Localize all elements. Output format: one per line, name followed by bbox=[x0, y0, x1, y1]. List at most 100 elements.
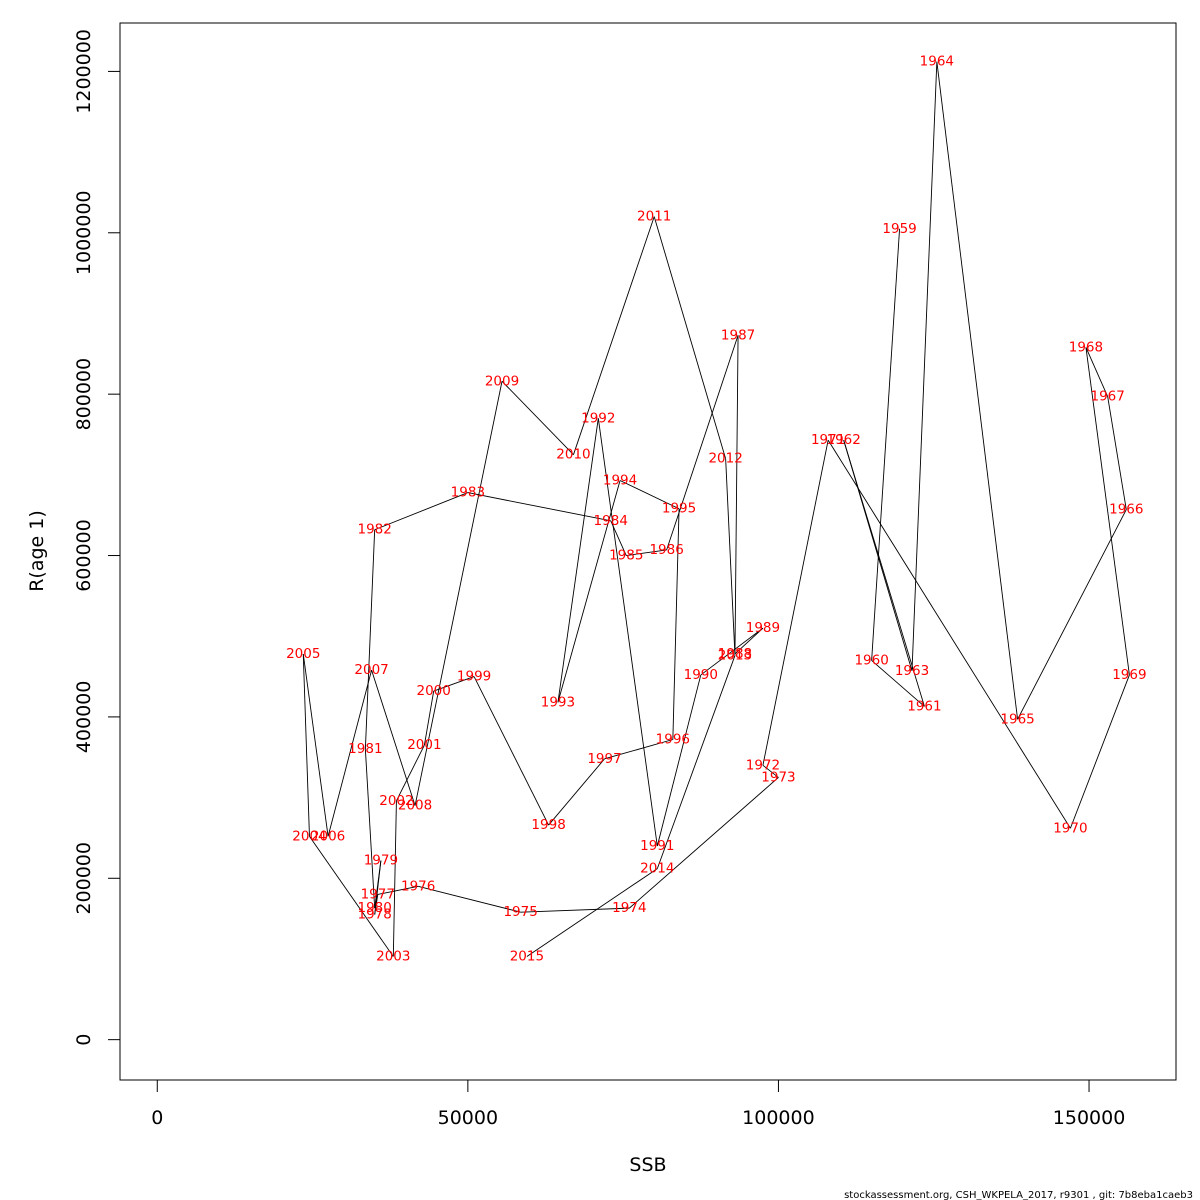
series-segment bbox=[762, 764, 779, 778]
series-segment bbox=[327, 669, 373, 837]
point-label: 2015 bbox=[510, 949, 544, 965]
series-segment bbox=[573, 216, 655, 455]
series-segment bbox=[302, 653, 329, 837]
series-segment bbox=[629, 777, 779, 909]
point-label: 1997 bbox=[587, 751, 621, 767]
point-label: 1962 bbox=[826, 432, 860, 448]
point-label: 2010 bbox=[556, 447, 590, 463]
point-label: 1960 bbox=[854, 652, 888, 668]
point-label: 1963 bbox=[895, 663, 929, 679]
series-segment bbox=[762, 440, 829, 766]
point-label: 1998 bbox=[531, 817, 565, 833]
plot-frame bbox=[119, 22, 1177, 1081]
series-segment bbox=[827, 439, 1071, 829]
series-segment bbox=[1017, 509, 1127, 720]
point-label: 2001 bbox=[407, 737, 441, 753]
series-segment bbox=[626, 549, 667, 556]
point-label: 1989 bbox=[746, 620, 780, 636]
point-label: 1978 bbox=[358, 907, 392, 923]
point-label: 1979 bbox=[364, 853, 398, 869]
series-segment bbox=[473, 676, 550, 826]
point-label: 1999 bbox=[457, 669, 491, 685]
series-segment bbox=[734, 335, 739, 654]
series-segment bbox=[1107, 396, 1127, 510]
y-tick-label: 0 bbox=[73, 1034, 95, 1046]
series-path bbox=[302, 61, 1130, 957]
point-label: 1977 bbox=[361, 886, 395, 902]
point-label: 2004 bbox=[292, 828, 326, 844]
point-label: 1961 bbox=[907, 698, 941, 714]
point-label: 1995 bbox=[662, 501, 696, 517]
y-tick-label: 1000000 bbox=[73, 190, 95, 275]
x-tick-label: 150000 bbox=[1053, 1107, 1126, 1129]
series-segment bbox=[526, 868, 658, 957]
series-segment bbox=[396, 744, 425, 802]
series-segment bbox=[520, 907, 630, 913]
point-label: 1970 bbox=[1053, 820, 1087, 836]
point-label: 1987 bbox=[721, 327, 755, 343]
point-label: 1969 bbox=[1112, 667, 1146, 683]
point-label: 1980 bbox=[358, 900, 392, 916]
series-segment bbox=[374, 492, 469, 531]
series-segment bbox=[302, 653, 310, 837]
series-segment bbox=[725, 458, 736, 656]
point-label: 2005 bbox=[286, 646, 320, 662]
point-labels: 1959 1960 1961 1962 1963 1964 1965 1966 1967 1968… bbox=[286, 54, 1147, 965]
point-label: 1968 bbox=[1069, 339, 1103, 355]
point-label: 2007 bbox=[354, 662, 388, 678]
point-label: 2013 bbox=[718, 648, 752, 664]
point-label: 1991 bbox=[640, 838, 674, 854]
series-segment bbox=[843, 440, 913, 672]
series-segment bbox=[734, 627, 764, 655]
series-segment bbox=[501, 380, 574, 455]
point-label: 1965 bbox=[1000, 711, 1034, 727]
point-label: 1993 bbox=[541, 694, 575, 710]
series-segment bbox=[871, 660, 925, 707]
point-label: 1964 bbox=[920, 54, 954, 70]
point-label: 2002 bbox=[379, 793, 413, 809]
series-segment bbox=[467, 492, 611, 522]
point-label: 1972 bbox=[746, 757, 780, 773]
series-segment bbox=[377, 885, 419, 895]
y-tick-label: 200000 bbox=[73, 842, 95, 915]
series-segment bbox=[597, 418, 658, 847]
point-label: 2008 bbox=[398, 798, 432, 814]
point-label: 1966 bbox=[1109, 502, 1143, 518]
point-label: 1971 bbox=[811, 432, 845, 448]
x-axis-label: SSB bbox=[629, 1154, 666, 1176]
point-label: 1985 bbox=[609, 548, 643, 564]
series-segment bbox=[309, 836, 394, 957]
point-label: 1982 bbox=[358, 522, 392, 538]
series-segment bbox=[700, 627, 764, 676]
series-segment bbox=[371, 669, 416, 806]
point-label: 2009 bbox=[485, 373, 519, 389]
point-label: 1996 bbox=[656, 732, 690, 748]
series-segment bbox=[548, 758, 605, 826]
y-axis-label: R(age 1) bbox=[26, 510, 48, 592]
series-segment bbox=[364, 529, 376, 750]
point-label: 1986 bbox=[649, 542, 683, 558]
series-segment bbox=[364, 749, 376, 909]
point-label: 1967 bbox=[1090, 389, 1124, 405]
series-segment bbox=[423, 691, 435, 746]
series-segment bbox=[414, 381, 503, 806]
point-label: 1974 bbox=[612, 900, 646, 916]
point-label: 2014 bbox=[640, 861, 674, 877]
series-segment bbox=[433, 676, 475, 692]
point-label: 1959 bbox=[882, 221, 916, 237]
x-axis: 0 50000 100000 150000 bbox=[151, 1079, 1126, 1129]
series-segment bbox=[1085, 347, 1130, 676]
point-label: 2003 bbox=[376, 949, 410, 965]
series-segment bbox=[1085, 347, 1109, 397]
point-label: 1990 bbox=[684, 667, 718, 683]
series-segment bbox=[557, 480, 621, 703]
point-label: 1983 bbox=[451, 485, 485, 501]
footer-text: stockassessment.org, CSH_WKPELA_2017, r9… bbox=[844, 1190, 1193, 1200]
point-label: 1984 bbox=[594, 513, 628, 529]
x-tick-label: 50000 bbox=[438, 1107, 498, 1129]
x-tick-label: 100000 bbox=[742, 1107, 815, 1129]
series-segment bbox=[653, 216, 727, 459]
y-tick-label: 600000 bbox=[73, 519, 95, 592]
series-segment bbox=[672, 508, 680, 740]
